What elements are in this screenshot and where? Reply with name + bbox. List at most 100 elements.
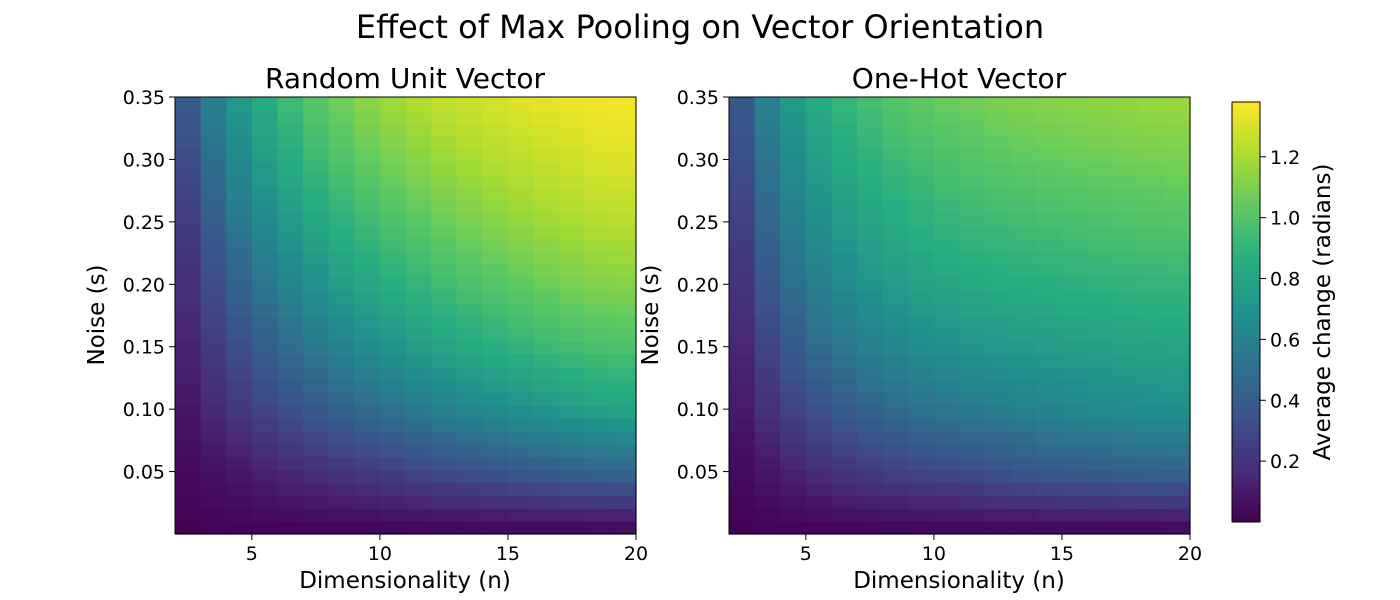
heatmap-cell xyxy=(729,122,756,137)
heatmap-cell xyxy=(985,122,1012,137)
heatmap-cell xyxy=(405,521,432,535)
y-tick-label: 0.25 xyxy=(677,212,719,234)
heatmap-cell xyxy=(405,199,432,214)
heatmap-cell xyxy=(857,444,884,458)
heatmap-cell xyxy=(831,289,858,304)
heatmap-cell xyxy=(533,148,560,162)
heatmap-cell xyxy=(754,456,781,471)
heatmap-cell xyxy=(379,482,407,497)
heatmap-cell xyxy=(507,392,535,407)
heatmap-cell xyxy=(456,405,483,419)
heatmap-cell xyxy=(933,379,961,394)
heatmap-cell xyxy=(831,379,858,394)
heatmap-cell xyxy=(405,482,432,497)
heatmap-cell xyxy=(431,109,458,124)
heatmap-cell xyxy=(1164,97,1191,111)
heatmap-cell xyxy=(251,521,279,535)
heatmap-cell xyxy=(985,186,1012,201)
heatmap-cell xyxy=(805,289,833,304)
heatmap-cell xyxy=(226,405,253,419)
heatmap-cell xyxy=(780,521,807,535)
heatmap-cell xyxy=(933,161,961,175)
heatmap-cell xyxy=(610,456,637,471)
heatmap-cell xyxy=(1087,238,1114,252)
heatmap-cell xyxy=(959,238,986,252)
heatmap-cell xyxy=(328,276,355,291)
heatmap-cell xyxy=(1113,366,1140,381)
heatmap-cell xyxy=(1138,482,1165,497)
heatmap-cell xyxy=(354,456,381,471)
heatmap-cell xyxy=(754,212,781,227)
heatmap-cell xyxy=(277,495,304,509)
heatmap-cell xyxy=(200,366,227,381)
heatmap-cell xyxy=(1164,161,1191,175)
heatmap-cell xyxy=(277,174,304,188)
heatmap-cell xyxy=(328,148,355,162)
heatmap-cell xyxy=(805,225,833,239)
heatmap-cell xyxy=(431,431,458,445)
heatmap-cell xyxy=(857,328,884,342)
heatmap-cell xyxy=(482,238,509,252)
heatmap-cell xyxy=(507,405,535,419)
heatmap-cell xyxy=(175,238,202,252)
heatmap-cell xyxy=(584,174,611,188)
heatmap-cell xyxy=(1061,302,1089,317)
heatmap-cell xyxy=(908,97,935,111)
heatmap-cell xyxy=(1164,405,1191,419)
heatmap-cell xyxy=(277,238,304,252)
heatmap-cell xyxy=(584,508,611,522)
heatmap-cell xyxy=(831,225,858,239)
heatmap-cell xyxy=(985,276,1012,291)
heatmap-cell xyxy=(1138,379,1165,394)
heatmap-cell xyxy=(959,354,986,368)
heatmap-cell xyxy=(754,225,781,239)
heatmap-cell xyxy=(559,289,586,304)
heatmap-cell xyxy=(831,148,858,162)
heatmap-cell xyxy=(405,366,432,381)
heatmap-cell xyxy=(1087,212,1114,227)
heatmap-cell xyxy=(985,366,1012,381)
heatmap-cell xyxy=(805,135,833,150)
heatmap-cell xyxy=(1138,109,1165,124)
heatmap-cell xyxy=(1164,354,1191,368)
heatmap-cell xyxy=(1164,148,1191,162)
heatmap-cell xyxy=(328,328,355,342)
x-axis-label: Dimensionality (n) xyxy=(299,568,511,594)
y-tick-label: 0.20 xyxy=(123,274,165,296)
heatmap-cell xyxy=(431,97,458,111)
heatmap-cell xyxy=(908,302,935,317)
heatmap-cell xyxy=(1138,469,1165,484)
heatmap-cell xyxy=(226,418,253,432)
heatmap-cell xyxy=(1036,456,1063,471)
heatmap-cell xyxy=(933,315,961,329)
y-axis-label: Noise (s) xyxy=(638,264,664,365)
heatmap-cell xyxy=(985,405,1012,419)
heatmap-cell xyxy=(1010,174,1037,188)
heatmap-cell xyxy=(857,469,884,484)
heatmap-cell xyxy=(729,521,756,535)
heatmap-cell xyxy=(277,225,304,239)
heatmap-cell xyxy=(251,109,279,124)
heatmap-cell xyxy=(328,379,355,394)
heatmap-cell xyxy=(857,366,884,381)
heatmap-cell xyxy=(729,97,756,111)
heatmap-cell xyxy=(175,431,202,445)
heatmap-cell xyxy=(1087,161,1114,175)
heatmap-cell xyxy=(831,174,858,188)
heatmap-cell xyxy=(908,431,935,445)
heatmap-cell xyxy=(584,251,611,265)
heatmap-cell xyxy=(933,238,961,252)
heatmap-cell xyxy=(754,431,781,445)
heatmap-cell xyxy=(610,148,637,162)
heatmap-cell xyxy=(303,289,330,304)
heatmap-cell xyxy=(754,302,781,317)
heatmap-cell xyxy=(200,456,227,471)
heatmap-cell xyxy=(729,109,756,124)
heatmap-cell xyxy=(379,97,407,111)
heatmap-cell xyxy=(431,161,458,175)
heatmap-cell xyxy=(584,135,611,150)
heatmap-cell xyxy=(857,148,884,162)
heatmap-cell xyxy=(482,135,509,150)
y-tick-label: 0.35 xyxy=(123,87,165,109)
heatmap-cell xyxy=(175,97,202,111)
